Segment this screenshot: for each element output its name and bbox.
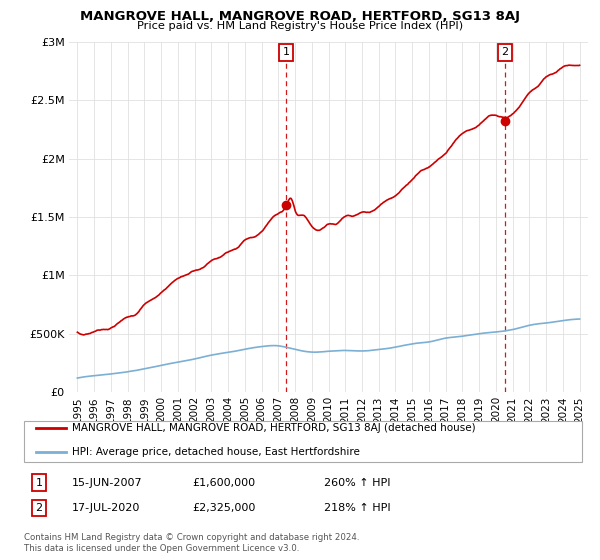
Text: MANGROVE HALL, MANGROVE ROAD, HERTFORD, SG13 8AJ: MANGROVE HALL, MANGROVE ROAD, HERTFORD, … xyxy=(80,10,520,23)
Text: £1,600,000: £1,600,000 xyxy=(192,478,255,488)
Text: 2: 2 xyxy=(502,48,509,58)
Text: Price paid vs. HM Land Registry's House Price Index (HPI): Price paid vs. HM Land Registry's House … xyxy=(137,21,463,31)
Text: 260% ↑ HPI: 260% ↑ HPI xyxy=(324,478,391,488)
Text: £2,325,000: £2,325,000 xyxy=(192,503,256,513)
Text: 15-JUN-2007: 15-JUN-2007 xyxy=(72,478,143,488)
Text: MANGROVE HALL, MANGROVE ROAD, HERTFORD, SG13 8AJ (detached house): MANGROVE HALL, MANGROVE ROAD, HERTFORD, … xyxy=(72,423,476,432)
Text: 218% ↑ HPI: 218% ↑ HPI xyxy=(324,503,391,513)
Text: 2: 2 xyxy=(35,503,43,513)
Text: 1: 1 xyxy=(35,478,43,488)
Text: Contains HM Land Registry data © Crown copyright and database right 2024.
This d: Contains HM Land Registry data © Crown c… xyxy=(24,533,359,553)
Text: 1: 1 xyxy=(283,48,289,58)
Text: 17-JUL-2020: 17-JUL-2020 xyxy=(72,503,140,513)
Text: HPI: Average price, detached house, East Hertfordshire: HPI: Average price, detached house, East… xyxy=(72,447,360,456)
